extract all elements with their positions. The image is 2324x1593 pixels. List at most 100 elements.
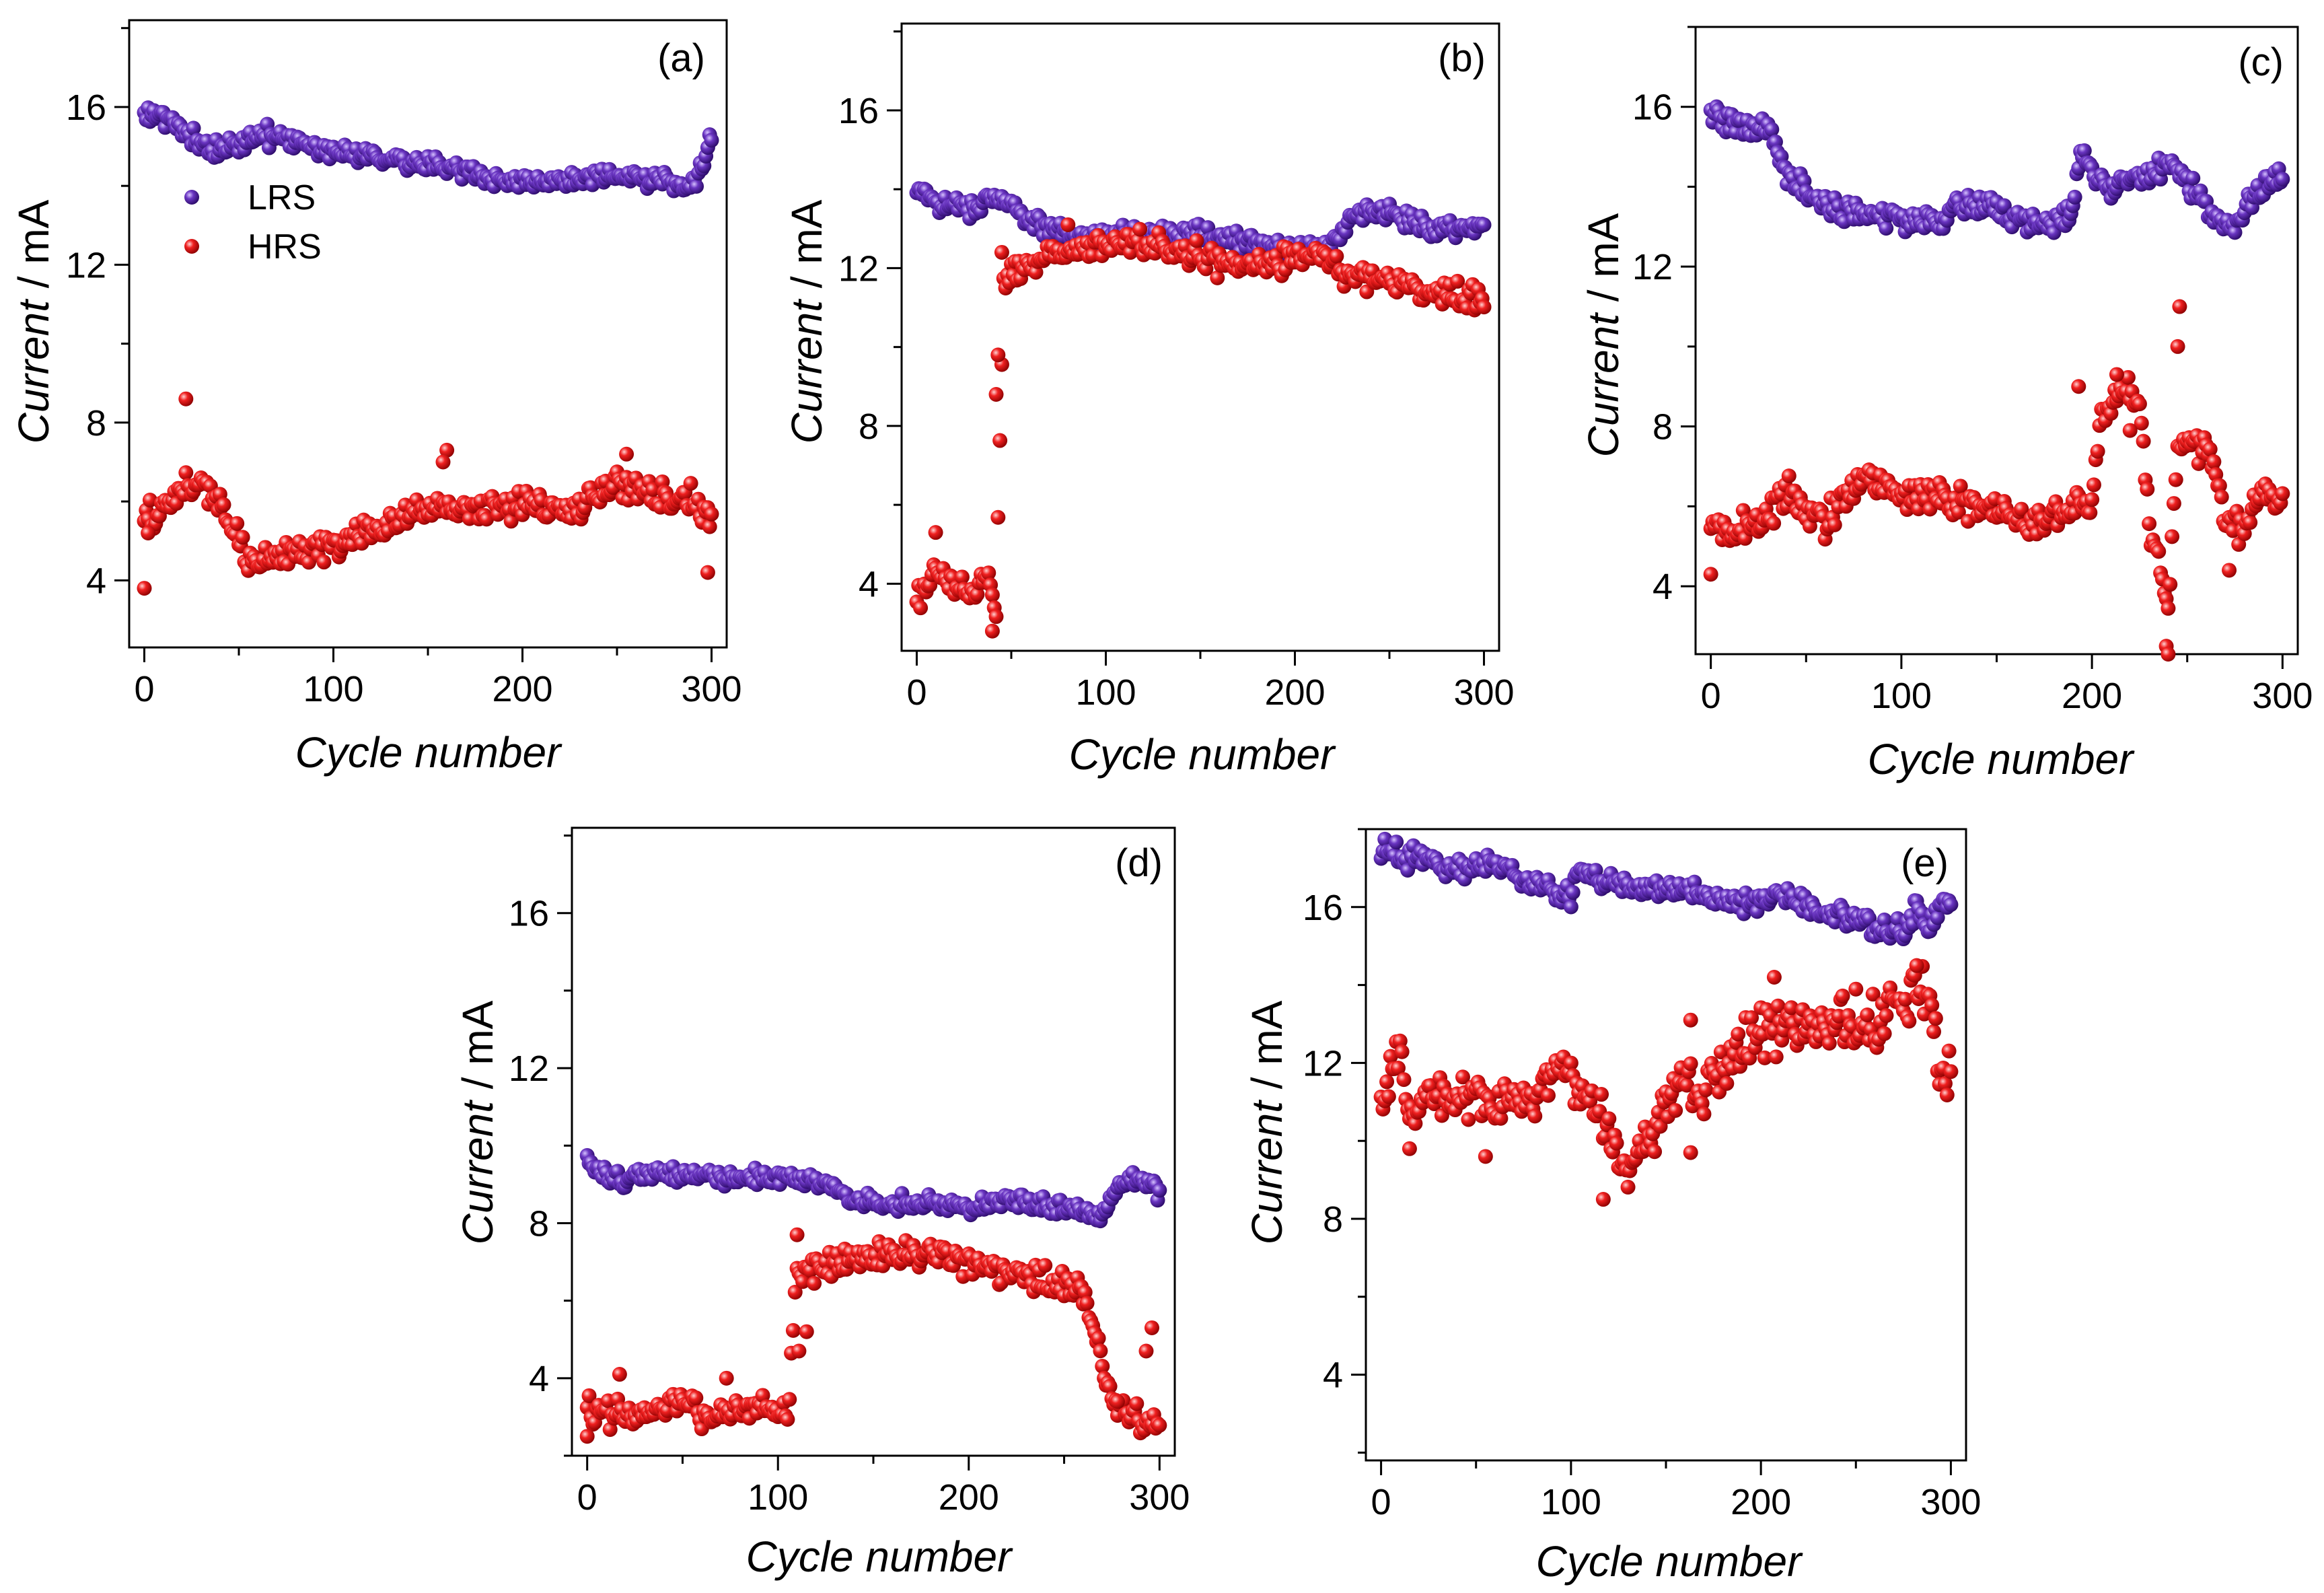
data-point-hrs bbox=[1527, 1108, 1543, 1124]
data-point-hrs bbox=[142, 493, 157, 508]
data-point-hrs bbox=[1091, 1331, 1106, 1346]
data-point-hrs bbox=[791, 1343, 807, 1359]
series-hrs bbox=[1703, 299, 2290, 662]
data-point-hrs bbox=[2160, 647, 2176, 662]
data-point-lrs bbox=[2275, 172, 2290, 187]
data-point-hrs bbox=[1396, 1072, 1412, 1088]
data-point-hrs bbox=[1703, 567, 1718, 582]
data-point-hrs bbox=[2084, 492, 2100, 507]
data-point-lrs bbox=[1152, 1182, 1167, 1198]
data-point-hrs bbox=[1696, 1106, 1712, 1122]
data-point-hrs bbox=[780, 1412, 795, 1427]
data-point-hrs bbox=[970, 587, 985, 602]
y-tick-label: 12 bbox=[509, 1049, 549, 1089]
data-point-hrs bbox=[1924, 997, 1940, 1013]
x-tick-label: 200 bbox=[492, 669, 552, 709]
data-point-hrs bbox=[229, 516, 245, 531]
data-point-hrs bbox=[1827, 517, 1842, 532]
data-point-hrs bbox=[1768, 1049, 1784, 1065]
x-tick-label: 300 bbox=[2252, 676, 2313, 716]
data-point-hrs bbox=[683, 476, 698, 491]
x-tick-label: 100 bbox=[303, 669, 363, 709]
data-point-lrs bbox=[1943, 897, 1959, 913]
data-point-hrs bbox=[1939, 1087, 1955, 1102]
data-point-hrs bbox=[1766, 516, 1782, 531]
data-point-hrs bbox=[2222, 563, 2237, 578]
data-point-hrs bbox=[1379, 1074, 1395, 1090]
y-axis-title: Current / mA bbox=[453, 1000, 502, 1244]
series-hrs bbox=[137, 391, 719, 596]
data-point-hrs bbox=[1390, 1060, 1406, 1075]
data-point-lrs bbox=[1764, 122, 1780, 137]
y-tick-label: 8 bbox=[529, 1203, 549, 1244]
data-point-hrs bbox=[2202, 441, 2218, 457]
data-point-hrs bbox=[1937, 1076, 1953, 1092]
legend-label-hrs: HRS bbox=[248, 227, 322, 267]
data-point-hrs bbox=[984, 623, 1000, 639]
data-point-lrs bbox=[1588, 863, 1603, 878]
data-point-hrs bbox=[688, 1390, 704, 1406]
data-point-hrs bbox=[581, 1388, 597, 1403]
data-point-hrs bbox=[954, 569, 970, 585]
data-point-hrs bbox=[2142, 516, 2157, 532]
x-tick-label: 300 bbox=[681, 669, 741, 709]
data-point-hrs bbox=[1408, 1116, 1423, 1131]
data-point-hrs bbox=[1953, 479, 1968, 494]
data-point-hrs bbox=[988, 609, 1004, 625]
data-point-hrs bbox=[235, 530, 250, 545]
panel-b: Current / mA Cycle number (b) 0 100 200 300… bbox=[783, 22, 1515, 779]
y-tick-label: 12 bbox=[66, 245, 106, 285]
data-point-hrs bbox=[1683, 1056, 1698, 1071]
data-point-hrs bbox=[1951, 504, 1966, 520]
data-point-hrs bbox=[1848, 981, 1864, 997]
x-tick-label: 300 bbox=[1453, 672, 1514, 713]
data-point-lrs bbox=[1877, 912, 1892, 927]
y-tick-label: 16 bbox=[1632, 87, 1673, 128]
data-point-hrs bbox=[1079, 1296, 1095, 1311]
data-point-hrs bbox=[1493, 1110, 1509, 1126]
data-point-hrs bbox=[755, 1388, 770, 1403]
data-point-hrs bbox=[1781, 468, 1796, 484]
series-hrs bbox=[1373, 958, 1959, 1207]
data-point-hrs bbox=[316, 555, 332, 570]
data-point-hrs bbox=[619, 446, 634, 462]
data-point-hrs bbox=[785, 1322, 801, 1338]
data-point-hrs bbox=[1595, 1192, 1611, 1207]
data-point-hrs bbox=[1138, 1343, 1154, 1359]
y-tick-label: 12 bbox=[1303, 1043, 1343, 1084]
y-tick-label: 8 bbox=[859, 406, 879, 447]
data-point-hrs bbox=[2160, 600, 2176, 616]
data-point-hrs bbox=[1679, 1077, 1695, 1093]
data-point-hrs bbox=[1540, 1088, 1556, 1103]
data-point-lrs bbox=[1389, 835, 1404, 850]
legend-label-lrs: LRS bbox=[248, 178, 316, 217]
data-point-hrs bbox=[1461, 1112, 1476, 1127]
y-axis-title: Current / mA bbox=[1243, 1000, 1291, 1244]
data-point-hrs bbox=[2243, 515, 2258, 530]
y-tick-label: 8 bbox=[1653, 407, 1673, 448]
data-point-hrs bbox=[1757, 1050, 1772, 1065]
data-point-hrs bbox=[2208, 467, 2224, 483]
data-point-hrs bbox=[1877, 1026, 1892, 1041]
data-point-hrs bbox=[1620, 1179, 1636, 1195]
data-point-hrs bbox=[2140, 481, 2155, 497]
data-point-lrs bbox=[2067, 189, 2082, 205]
y-tick-label: 4 bbox=[1653, 567, 1673, 607]
series-hrs bbox=[909, 217, 1492, 639]
series-lrs bbox=[137, 100, 719, 199]
data-point-hrs bbox=[1478, 1149, 1493, 1164]
data-point-hrs bbox=[795, 1274, 811, 1289]
data-point-hrs bbox=[1394, 1044, 1410, 1059]
x-tick-label: 200 bbox=[1731, 1482, 1791, 1522]
data-point-hrs bbox=[1563, 1055, 1578, 1071]
data-point-lrs bbox=[1563, 899, 1578, 915]
data-point-hrs bbox=[704, 506, 719, 522]
series-lrs bbox=[1373, 831, 1959, 947]
data-point-hrs bbox=[1129, 1396, 1145, 1411]
x-tick-label: 0 bbox=[1701, 676, 1721, 716]
data-point-hrs bbox=[807, 1275, 822, 1291]
data-point-hrs bbox=[1909, 958, 1924, 973]
x-axis-title: Cycle number bbox=[295, 728, 563, 777]
data-point-hrs bbox=[2166, 496, 2181, 511]
data-point-hrs bbox=[1683, 1012, 1698, 1028]
